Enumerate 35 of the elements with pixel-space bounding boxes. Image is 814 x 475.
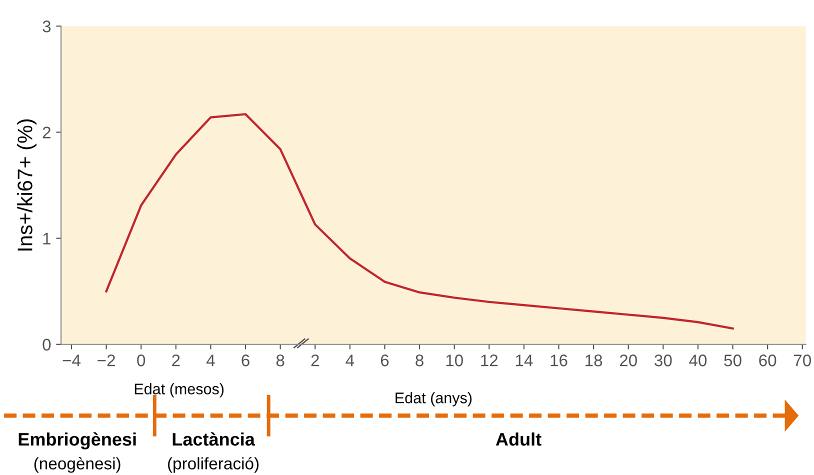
x-tick-label: 14 <box>516 354 533 366</box>
x-tick-label: 20 <box>620 354 637 366</box>
x-tick-label: 8 <box>416 354 424 366</box>
text: Adult <box>496 432 542 446</box>
line-series <box>105 113 734 330</box>
x-tick-label: 2 <box>172 354 180 366</box>
text: (proliferació) <box>168 457 259 473</box>
x-tick-label: 6 <box>380 354 389 366</box>
x-tick-label: 18 <box>586 354 602 366</box>
text: Lactància <box>172 432 256 446</box>
text: (neogènesi) <box>34 457 120 473</box>
x-tick-label: 10 <box>446 354 463 366</box>
x-tick-label: 4 <box>206 354 215 366</box>
x-tick-label: 50 <box>724 354 742 366</box>
x-tick-label: −2 <box>98 354 115 366</box>
x-tick-label: 70 <box>794 354 811 366</box>
x-tick-label: −4 <box>62 354 81 366</box>
x-tick-label: 40 <box>689 354 707 366</box>
x-tick-label: 8 <box>276 354 284 366</box>
x-tick-label: 30 <box>654 354 672 366</box>
y-tick-label: 2 <box>42 126 50 138</box>
text: Edat (mesos) <box>134 383 224 398</box>
x-tick-label: 4 <box>346 354 354 366</box>
x-tick-label: 16 <box>550 354 568 366</box>
y-tick-label: 0 <box>42 338 51 351</box>
x-tick-label: 2 <box>311 354 319 366</box>
y-axis-title: Ins+/ki67+ (%) <box>17 119 36 250</box>
y-tick-label: 1 <box>43 232 51 244</box>
text: Embriogènesi <box>18 432 136 450</box>
x-tick-label: 12 <box>481 354 498 366</box>
x-tick-label: 60 <box>759 354 776 366</box>
x-tick-label: 6 <box>242 354 250 366</box>
y-tick-label: 3 <box>42 20 51 32</box>
x-axis-title: Edat (anys) <box>396 392 472 406</box>
x-tick-label: 0 <box>137 354 146 366</box>
